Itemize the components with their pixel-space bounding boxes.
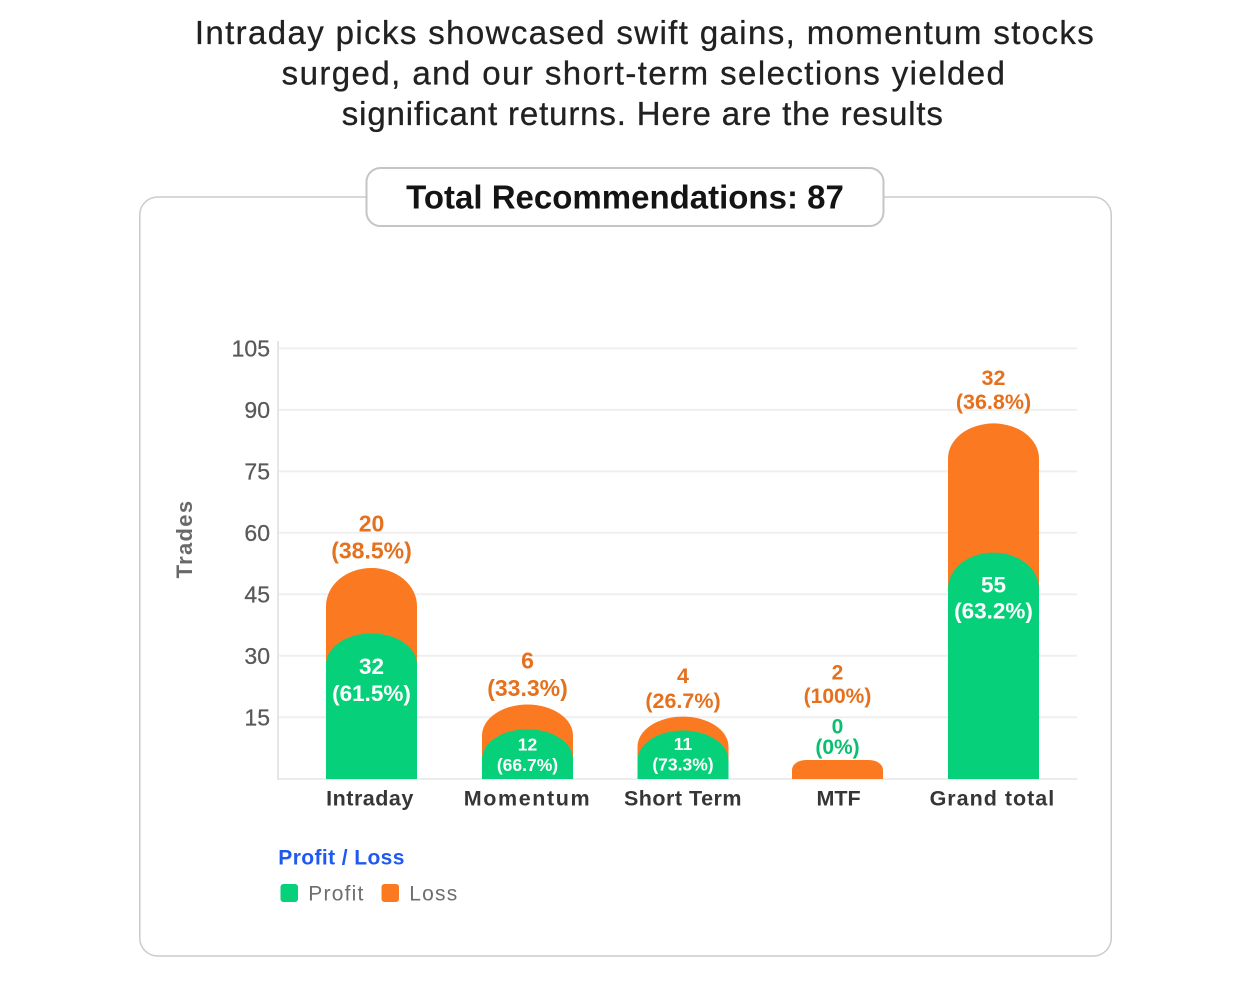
svg-text:45: 45 — [244, 582, 270, 608]
svg-text:4: 4 — [677, 664, 689, 688]
svg-text:20: 20 — [359, 510, 385, 536]
svg-text:Grand total: Grand total — [930, 787, 1056, 811]
svg-text:32: 32 — [982, 366, 1006, 390]
svg-text:Profit: Profit — [308, 882, 364, 905]
svg-text:(63.2%): (63.2%) — [954, 599, 1033, 624]
svg-text:30: 30 — [244, 643, 270, 669]
svg-text:105: 105 — [232, 336, 270, 362]
svg-text:(66.7%): (66.7%) — [497, 755, 558, 775]
svg-text:55: 55 — [981, 573, 1006, 598]
svg-text:Intraday picks showcased swift: Intraday picks showcased swift gains, mo… — [195, 14, 1095, 51]
svg-text:MTF: MTF — [817, 787, 861, 811]
svg-text:significant returns. Here are: significant returns. Here are the result… — [342, 95, 944, 132]
svg-text:32: 32 — [359, 654, 384, 679]
svg-text:15: 15 — [244, 704, 270, 730]
svg-text:Trades: Trades — [172, 500, 197, 579]
svg-text:6: 6 — [521, 648, 534, 674]
svg-text:(33.3%): (33.3%) — [487, 675, 568, 701]
svg-text:Short Term: Short Term — [624, 787, 742, 811]
svg-text:Loss: Loss — [409, 882, 458, 905]
svg-text:60: 60 — [244, 520, 270, 546]
svg-text:(73.3%): (73.3%) — [652, 754, 713, 774]
svg-text:(61.5%): (61.5%) — [332, 681, 411, 706]
svg-text:(36.8%): (36.8%) — [956, 390, 1031, 414]
svg-text:(100%): (100%) — [804, 685, 872, 708]
svg-text:90: 90 — [244, 397, 270, 423]
svg-text:75: 75 — [244, 459, 270, 485]
svg-text:(26.7%): (26.7%) — [645, 689, 720, 713]
svg-text:Profit / Loss: Profit / Loss — [278, 846, 405, 869]
svg-text:surged, and our short-term sel: surged, and our short-term selections yi… — [282, 55, 1007, 92]
svg-text:0: 0 — [832, 716, 844, 739]
svg-text:Momentum: Momentum — [464, 787, 591, 811]
svg-text:12: 12 — [518, 735, 538, 755]
svg-text:Total Recommendations: 87: Total Recommendations: 87 — [406, 179, 844, 216]
svg-text:(0%): (0%) — [815, 736, 859, 759]
svg-text:(38.5%): (38.5%) — [331, 538, 412, 564]
svg-text:Intraday: Intraday — [326, 787, 414, 811]
svg-text:11: 11 — [674, 734, 693, 754]
svg-text:2: 2 — [832, 662, 844, 685]
